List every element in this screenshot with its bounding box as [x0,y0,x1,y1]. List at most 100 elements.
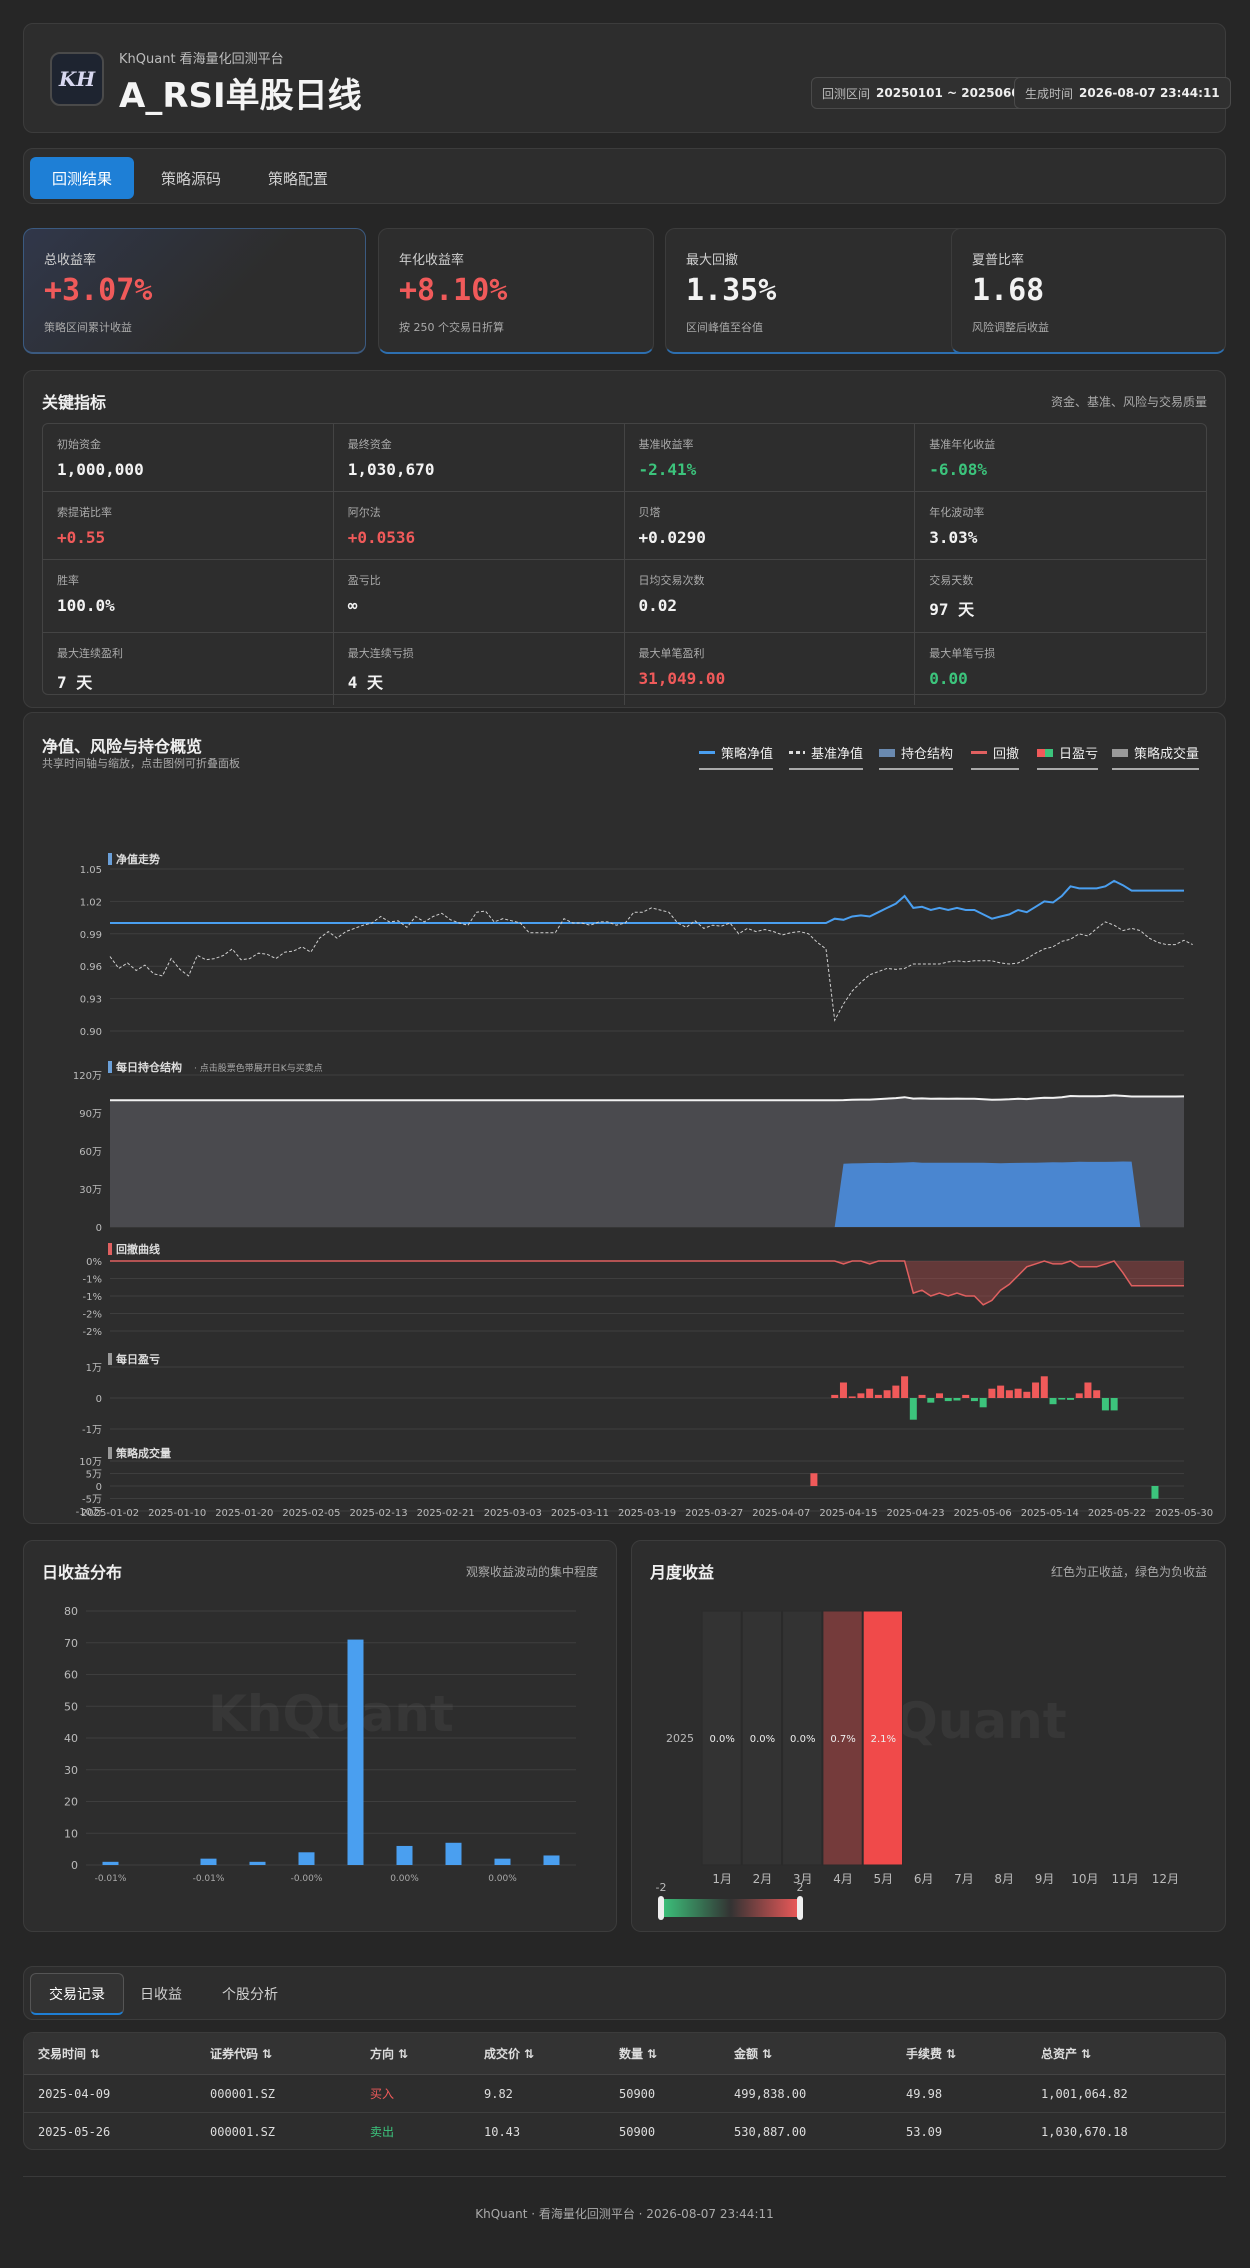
panel-marker [108,853,112,865]
month-cell [862,1610,903,1866]
metric-win-rate: 胜率 100.0% [43,560,334,633]
total-assets-line [110,1094,1185,1102]
kpi-max-drawdown: 最大回撤 1.35% 区间峰值至谷值 [665,228,1006,354]
y-tick-label: 40 [64,1732,78,1745]
x-tick-label: 2025-01-02 [81,1508,139,1519]
pnl-bar [839,1382,847,1398]
kpi-sharpe-ratio: 夏普比率 1.68 风险调整后收益 [951,228,1226,354]
pnl-bar [1040,1376,1048,1398]
legend-volume[interactable]: 策略成交量 [1112,743,1200,770]
section-note: 资金、基准、风险与交易质量 [1050,395,1207,409]
pnl-bar [1058,1398,1066,1400]
col-trade-time[interactable]: 交易时间 ⇅ [38,2047,101,2061]
metric-max-single-loss: 最大单笔亏损 0.00 [929,647,996,688]
tab-backtest-results[interactable]: 回测结果 [30,157,135,199]
volume-bar [810,1473,818,1486]
y-tick-nav: 0.90 [80,1027,102,1038]
pnl-bar [1049,1398,1057,1405]
col-direction[interactable]: 方向 ⇅ [370,2047,409,2061]
col-security-code[interactable]: 证券代码 ⇅ [210,2047,273,2061]
col-price[interactable]: 成交价 ⇅ [484,2047,535,2061]
metric-trading-days: 交易天数 97 天 [915,560,1206,633]
col-fee[interactable]: 手续费 ⇅ [906,2047,957,2061]
x-tick-label: 2025-01-20 [215,1508,273,1519]
month-label: 2月 [753,1872,773,1886]
metric-avg-daily-trades: 日均交易次数 0.02 [624,560,916,633]
y-tick-vol: 10万 [79,1457,102,1468]
x-tick-label: 2025-04-23 [886,1508,944,1519]
drawdown-area [110,1261,1184,1305]
month-label: 4月 [833,1872,853,1886]
overview-subtitle: 共享时间轴与缩放，点击图例可折叠面板 [42,757,240,770]
tab-strategy-source[interactable]: 策略源码 [161,169,222,188]
month-label: 7月 [954,1872,974,1886]
month-label: 8月 [994,1872,1014,1886]
cell-price: 10.43 [484,2125,521,2139]
cell-time: 2025-05-26 [38,2125,111,2139]
metric-profit-loss-ratio: 盈亏比 ∞ [333,560,625,633]
x-tick-label: 0.00% [488,1874,517,1884]
platform-name: KhQuant 看海量化回测平台 [119,52,284,67]
pnl-bar [901,1376,909,1398]
metric-max-loss-streak: 最大连续亏损 4 天 [334,633,625,705]
y-tick-label: 60 [64,1669,78,1682]
x-tick-label: 2025-02-05 [282,1508,340,1519]
col-total-assets[interactable]: 总资产 ⇅ [1041,2047,1092,2061]
y-tick-pos: 30万 [79,1185,102,1196]
pnl-bar [997,1385,1005,1398]
legend-drawdown[interactable]: 回撤 [971,743,1020,770]
legend-daily-pnl[interactable]: 日盈亏 [1037,743,1099,770]
legend-position[interactable]: 持仓结构 [879,743,954,770]
distribution-bar [445,1842,462,1865]
x-tick-label: 2025-01-10 [148,1508,206,1519]
panel-title-vol: 策略成交量 [115,1446,171,1460]
panel-marker [108,1061,112,1073]
col-amount[interactable]: 金额 ⇅ [734,2047,773,2061]
cell-fee: 53.09 [906,2125,943,2139]
month-label: 5月 [874,1872,894,1886]
metric-annual-volatility: 年化波动率 3.03% [915,492,1206,560]
cell-code: 000001.SZ [210,2087,276,2101]
tab-strategy-config[interactable]: 策略配置 [268,169,329,188]
monthly-heatmap[interactable]: 2025 KhQuant0.0%1月0.0%2月0.0%3月0.7%4月2.1%5… [632,1591,1227,1931]
month-label: 11月 [1112,1872,1139,1886]
section-title: 关键指标 [42,393,107,412]
metric-max-single-profit: 最大单笔盈利 31,049.00 [625,633,916,705]
metrics-grid: 初始资金 1,000,000 最终资金 1,030,670 基准收益率 -2.41% … [42,423,1207,705]
pnl-bar [909,1398,917,1420]
month-cell [701,1610,742,1866]
tab-stock-analysis[interactable]: 个股分析 [222,1987,278,2003]
metric-beta: 贝塔 +0.0290 [624,492,916,560]
kpi-annual-return: 年化收益率 +8.10% 按 250 个交易日折算 [378,228,654,354]
x-tick-label: 0.00% [390,1874,419,1884]
col-quantity[interactable]: 数量 ⇅ [619,2047,658,2061]
x-tick-label: 2025-05-14 [1021,1508,1079,1519]
backtest-period-pill: 回测区间 20250101 ~ 20250601 [811,77,1040,109]
tab-daily-returns[interactable]: 日收益 [140,1987,182,2003]
panel-title-pnl: 每日盈亏 [116,1352,160,1366]
cell-direction: 买入 [370,2087,395,2101]
y-tick-pnl: -1万 [82,1425,102,1436]
table-header: 交易时间 ⇅ 证券代码 ⇅ 方向 ⇅ 成交价 ⇅ 数量 ⇅ 金额 ⇅ 手续费 ⇅… [24,2033,1225,2075]
metric-benchmark-annual: 基准年化收益 -6.08% [915,424,1206,492]
distribution-note: 观察收益波动的集中程度 [465,1565,598,1579]
page-footer: KhQuant · 看海量化回测平台 · 2026-08-07 23:44:11 [23,2176,1226,2236]
overview-chart[interactable]: 净值走势 1.05 1.02 0.99 0.96 0.93 0.90 每日持仓结构 · 点击股票… [24,769,1227,1519]
x-tick-label: 2025-03-19 [618,1508,676,1519]
y-tick-label: 20 [64,1796,78,1809]
legend-benchmark-nav[interactable]: 基准净值 [789,743,864,770]
table-row: 2025-04-09 000001.SZ 买入 9.82 50900 499,8… [24,2075,1225,2113]
pnl-bar [874,1394,882,1398]
cell-direction: 卖出 [370,2125,395,2139]
distribution-chart[interactable]: 80 70 60 50 40 30 20 10 0 KhQuant -0.01% -0.01% -0.0… [24,1591,618,1931]
x-tick-label: 2025-03-27 [685,1508,743,1519]
month-cell-value: 0.0% [790,1734,815,1745]
tab-trade-records[interactable]: 交易记录 [30,1973,124,2015]
legend-strategy-nav[interactable]: 策略净值 [699,743,774,770]
pnl-bar [883,1390,891,1398]
y-tick-nav: 0.93 [80,995,102,1006]
panel-marker [108,1243,112,1255]
cell-quantity: 50900 [619,2087,656,2101]
visual-map-handle-min [658,1896,664,1920]
panel-marker [108,1353,112,1365]
